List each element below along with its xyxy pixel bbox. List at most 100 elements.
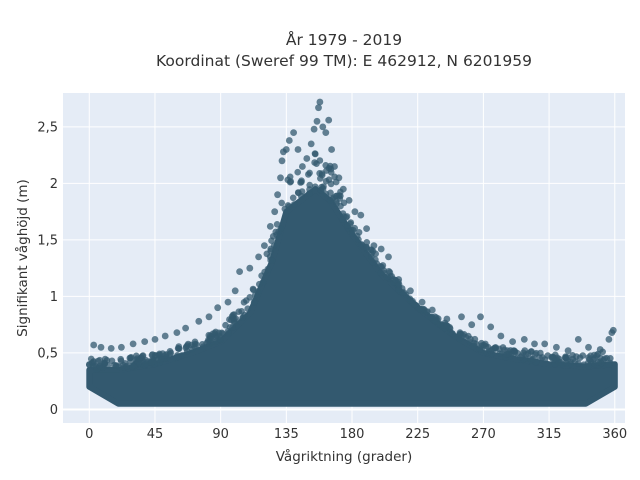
cloud-point [115, 363, 123, 371]
cloud-point [117, 355, 124, 363]
scatter-point [90, 341, 98, 349]
y-tick-label: 1,5 [37, 233, 58, 248]
cloud-point [443, 322, 450, 329]
cloud-point [251, 291, 259, 299]
cloud-point [259, 278, 267, 286]
dense-point-cloud [86, 150, 618, 407]
scatter-point [278, 157, 286, 165]
cloud-point [586, 356, 593, 363]
scatter-point [271, 208, 279, 216]
scatter-point [231, 287, 239, 295]
scatter-point [151, 336, 159, 343]
x-tick-label: 315 [537, 427, 562, 442]
x-axis-title: Vågriktning (grader) [276, 448, 413, 465]
cloud-point [142, 360, 150, 368]
scatter-point [363, 225, 370, 233]
cloud-point [148, 351, 156, 359]
cloud-point [456, 329, 464, 336]
cloud-point [148, 359, 155, 366]
cloud-point [322, 162, 330, 169]
y-axis-title: Signifikant våghöjd (m) [14, 179, 31, 337]
cloud-point [298, 177, 305, 184]
scatter-point [261, 242, 268, 250]
cloud-point [268, 257, 276, 264]
scatter-point [509, 338, 516, 345]
cloud-point [215, 329, 223, 337]
scatter-point [331, 163, 338, 170]
x-tick-label: 360 [602, 427, 627, 442]
scatter-point [224, 298, 232, 306]
cloud-point [269, 233, 277, 240]
scatter-point [468, 321, 476, 329]
cloud-point [368, 250, 375, 258]
scatter-point [541, 340, 549, 348]
cloud-point [327, 180, 335, 188]
cloud-point [465, 332, 472, 340]
cloud-point [264, 265, 272, 273]
scatter-point [458, 313, 465, 321]
cloud-point [511, 349, 518, 357]
cloud-point [411, 301, 419, 308]
cloud-point [377, 263, 384, 270]
scatter-point [277, 174, 284, 182]
scatter-point [266, 223, 274, 230]
x-tick-label: 45 [147, 427, 164, 442]
scatter-point [299, 163, 306, 170]
cloud-point [569, 352, 576, 359]
scatter-point [274, 191, 281, 199]
y-tick-label: 0,5 [37, 346, 58, 361]
scatter-point [307, 140, 315, 148]
cloud-point [295, 189, 302, 197]
x-tick-label: 135 [274, 427, 299, 442]
cloud-point [294, 168, 302, 176]
cloud-point [522, 351, 530, 358]
cloud-point [241, 311, 248, 319]
scatter-point [328, 146, 335, 153]
cloud-point [529, 355, 537, 363]
scatter-point [214, 304, 222, 312]
cloud-point [548, 353, 556, 361]
scatter-point [345, 197, 353, 204]
scatter-point [335, 174, 343, 182]
y-tick-label: 1 [50, 290, 58, 305]
cloud-point [355, 229, 363, 236]
cloud-point [372, 256, 379, 264]
cloud-point [349, 229, 356, 237]
scatter-point [574, 336, 582, 343]
cloud-point [603, 354, 611, 362]
cloud-point [395, 281, 403, 288]
scatter-point [195, 317, 203, 325]
cloud-point [278, 199, 286, 207]
cloud-point [580, 361, 588, 369]
cloud-point [563, 359, 570, 367]
cloud-point [527, 348, 535, 356]
cloud-point [492, 344, 500, 351]
scatter-point [316, 98, 324, 106]
scatter-point [443, 315, 451, 323]
scatter-point [255, 253, 262, 261]
cloud-point [517, 354, 524, 361]
cloud-point [532, 349, 540, 357]
cloud-point [209, 330, 217, 338]
scatter-point [497, 332, 505, 340]
scatter-point [107, 345, 115, 352]
y-tick-label: 2,5 [37, 120, 58, 135]
cloud-point [277, 225, 285, 232]
cloud-point [311, 183, 319, 190]
cloud-point [383, 273, 391, 281]
scatter-point [395, 276, 403, 283]
cloud-point [451, 333, 459, 340]
cloud-point [89, 358, 97, 366]
scatter-point [418, 298, 426, 306]
scatter-point [315, 104, 322, 112]
outlier-points [90, 98, 617, 355]
cloud-point [555, 359, 562, 366]
cloud-point [191, 338, 199, 346]
scatter-point [310, 125, 318, 133]
scatter-point [129, 340, 137, 348]
scatter-point [487, 323, 495, 331]
scatter-point [236, 268, 244, 275]
scatter-point [161, 332, 169, 340]
cloud-point [311, 150, 319, 157]
cloud-point [355, 236, 362, 243]
